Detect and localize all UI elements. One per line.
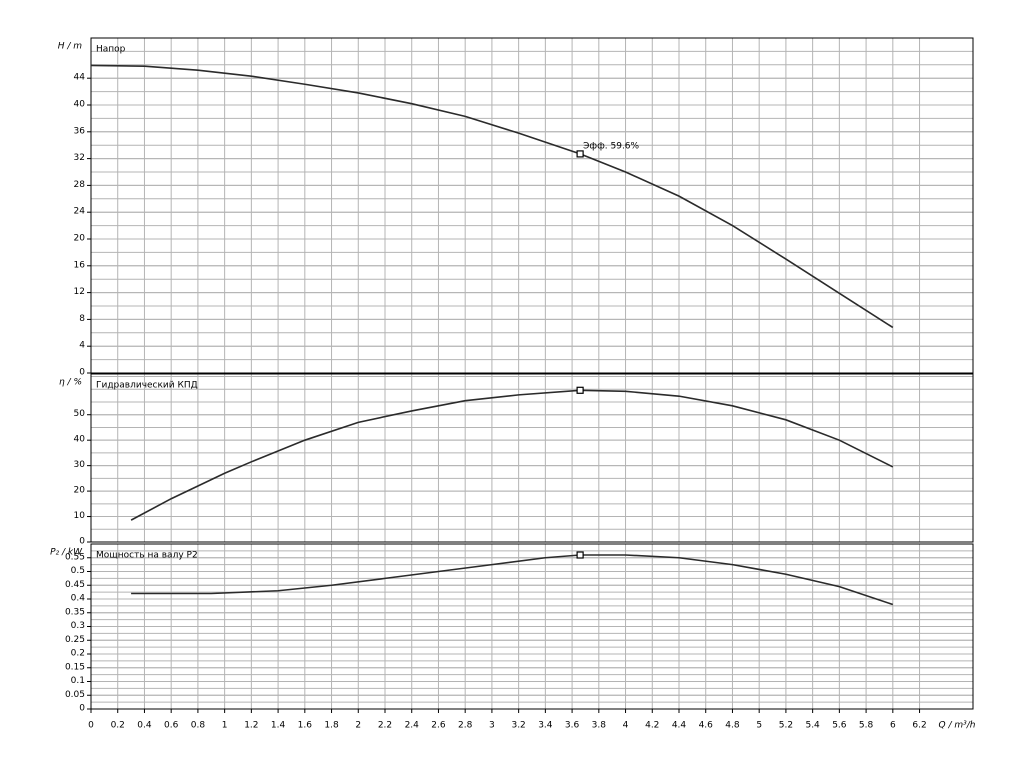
x-tick-label: 1.2: [244, 721, 258, 731]
curve: [130, 389, 894, 521]
x-tick-label: 3.8: [592, 721, 607, 731]
x-tick-label: 5.4: [805, 721, 820, 731]
y-tick-label: 0.55: [65, 552, 85, 562]
plot-frame: [90, 373, 974, 543]
y-tick-label: 0.2: [71, 649, 85, 659]
plot-frame: [90, 543, 974, 710]
y-tick-label: 44: [74, 73, 86, 83]
x-tick-label: 3.4: [538, 721, 553, 731]
x-tick-label: 4.8: [725, 721, 740, 731]
y-tick-label: 40: [74, 100, 86, 110]
plot-frame: [90, 37, 974, 374]
x-tick-label: 0.4: [137, 721, 152, 731]
x-tick-label: 1.6: [298, 721, 313, 731]
x-tick-label: 0: [88, 721, 94, 731]
x-tick-label: 3.2: [511, 721, 525, 731]
y-tick-label: 0.5: [71, 566, 85, 576]
x-tick-label: 2.8: [458, 721, 473, 731]
y-tick-label: 16: [74, 260, 86, 270]
x-tick-label: 3.6: [565, 721, 580, 731]
y-tick-label: 0: [79, 368, 85, 378]
panel-title: Напор: [96, 45, 126, 55]
y-axis-label: H / m: [58, 42, 83, 52]
y-tick-label: 0: [79, 704, 85, 714]
y-tick-label: 0.25: [65, 635, 85, 645]
y-tick-label: 28: [74, 180, 86, 190]
y-tick-label: 10: [74, 511, 86, 521]
x-tick-label: 5.6: [832, 721, 847, 731]
y-tick-label: 4: [79, 341, 85, 351]
x-tick-label: 0.6: [164, 721, 179, 731]
y-tick-label: 0.15: [65, 662, 85, 672]
y-tick-label: 0.05: [65, 690, 85, 700]
y-tick-label: 32: [74, 153, 85, 163]
x-tick-label: 4.4: [672, 721, 687, 731]
y-tick-label: 36: [74, 126, 86, 136]
x-tick-label: 5: [756, 721, 762, 731]
curve: [90, 64, 894, 329]
curve: [131, 554, 894, 606]
x-tick-label: 1.8: [324, 721, 339, 731]
y-tick-label: 20: [74, 234, 86, 244]
y-tick-label: 12: [74, 287, 85, 297]
operating-point: [576, 551, 584, 559]
y-tick-label: 40: [74, 435, 86, 445]
x-tick-label: 0.2: [111, 721, 125, 731]
x-tick-label: 0.8: [191, 721, 206, 731]
y-tick-label: 30: [74, 460, 86, 470]
x-tick-label: 2.2: [378, 721, 392, 731]
y-axis-label: η / %: [59, 378, 82, 388]
x-tick-label: 3: [489, 721, 495, 731]
x-axis-label: Q / m³/h: [939, 721, 976, 731]
x-tick-label: 2: [355, 721, 361, 731]
x-tick-label: 5.8: [859, 721, 874, 731]
x-tick-label: 2.4: [405, 721, 420, 731]
x-tick-label: 1.4: [271, 721, 286, 731]
y-tick-label: 0.4: [71, 594, 86, 604]
x-tick-label: 4: [623, 721, 629, 731]
y-tick-label: 24: [74, 207, 86, 217]
x-tick-label: 6: [890, 721, 896, 731]
y-tick-label: 0.45: [65, 580, 85, 590]
x-tick-label: 2.6: [431, 721, 446, 731]
x-tick-label: 4.6: [699, 721, 714, 731]
x-tick-label: 5.2: [779, 721, 793, 731]
y-tick-label: 0.35: [65, 607, 85, 617]
panel-title: Мощность на валу P2: [96, 551, 198, 561]
y-axis-label: P₂ / kW: [50, 548, 83, 558]
x-tick-label: 6.2: [912, 721, 926, 731]
panel-title: Гидравлический КПД: [96, 381, 198, 391]
y-tick-label: 20: [74, 486, 86, 496]
y-tick-label: 50: [74, 409, 86, 419]
y-tick-label: 0.3: [71, 621, 85, 631]
efficiency-annotation: Эфф. 59.6%: [583, 141, 639, 151]
y-tick-label: 0.1: [71, 676, 85, 686]
operating-point: [576, 386, 584, 394]
x-tick-label: 4.2: [645, 721, 659, 731]
y-tick-label: 8: [79, 314, 85, 324]
y-tick-label: 0: [79, 537, 85, 547]
x-tick-label: 1: [222, 721, 228, 731]
operating-point: [576, 150, 584, 158]
